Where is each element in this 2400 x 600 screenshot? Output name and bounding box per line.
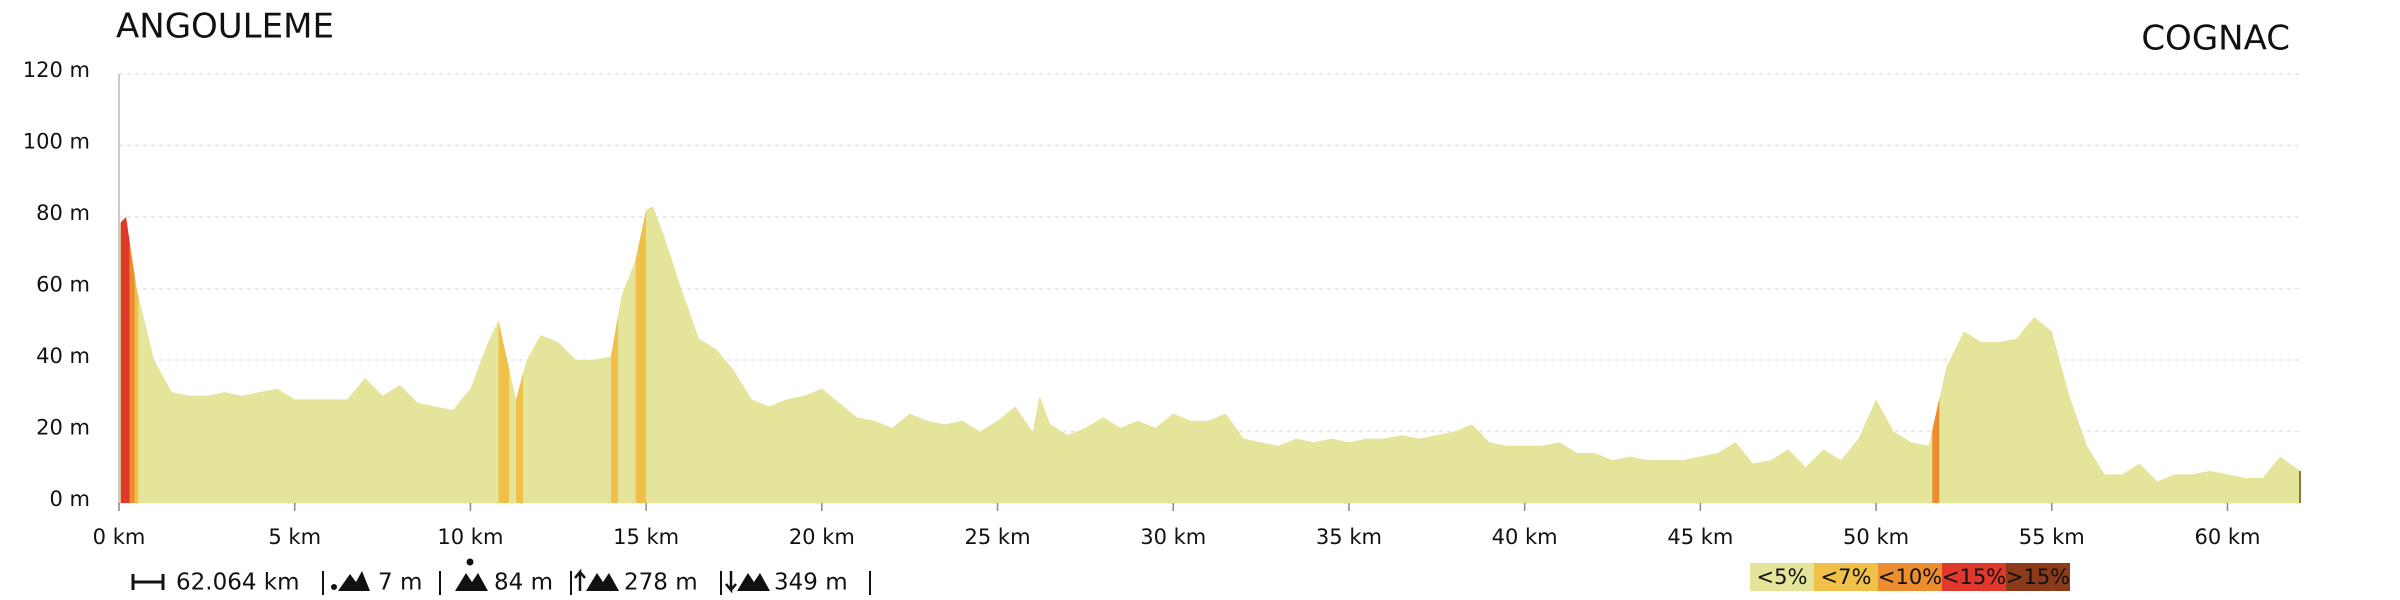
legend-swatch [1878, 563, 1942, 591]
x-tick-label: 40 km [1492, 525, 1558, 549]
x-tick-label: 60 km [2194, 525, 2260, 549]
y-tick-label: 120 m [23, 58, 90, 82]
min-icon [331, 571, 370, 591]
stat-value: 84 m [494, 570, 553, 596]
legend-swatch [1750, 563, 1814, 591]
slope-segment [134, 206, 139, 503]
x-tick-label: 55 km [2019, 525, 2085, 549]
stat-value: 349 m [774, 570, 848, 596]
legend-swatch [1814, 563, 1878, 591]
stat-value: 7 m [378, 570, 422, 596]
legend-label: <7% [1821, 565, 1872, 589]
x-tick-label: 20 km [789, 525, 855, 549]
y-tick-label: 80 m [36, 201, 90, 225]
ascent-icon [574, 568, 619, 591]
distance-icon [131, 574, 165, 590]
legend-swatch [1942, 563, 2006, 591]
slope-segment [610, 206, 619, 503]
start-label: ANGOULEME [116, 7, 334, 47]
x-tick-label: 35 km [1316, 525, 1382, 549]
descent-icon [725, 571, 770, 594]
x-tick-label: 50 km [1843, 525, 1909, 549]
y-tick-label: 60 m [36, 273, 90, 297]
legend-label: <15% [1942, 565, 2006, 589]
x-tick-label: 5 km [268, 525, 321, 549]
max-icon [455, 558, 488, 591]
legend-label: >15% [2006, 565, 2070, 589]
slope-segment [635, 206, 647, 503]
x-tick-label: 30 km [1140, 525, 1206, 549]
x-tick-label: 0 km [93, 525, 146, 549]
legend: <5% <7% <10% <15% >15% [1750, 563, 2070, 591]
x-tick-label: 15 km [613, 525, 679, 549]
y-tick-label: 20 m [36, 416, 90, 440]
end-label: COGNAC [2141, 19, 2290, 59]
axes: 0 m 20 m 40 m 60 m 80 m 100 m 120 m 0 km 5 km 10 … [23, 58, 2261, 549]
y-tick-label: 0 m [50, 487, 91, 511]
x-tick-label: 10 km [437, 525, 503, 549]
legend-label: <10% [1878, 565, 1942, 589]
stat-value: 278 m [624, 570, 698, 596]
x-tick-label: 45 km [1667, 525, 1733, 549]
slope-segment [120, 206, 130, 503]
stat-value: 62.064 km [176, 570, 300, 596]
legend-swatch [2006, 563, 2070, 591]
legend-label: <5% [1757, 565, 1808, 589]
x-tick-label: 25 km [965, 525, 1031, 549]
slope-segment [498, 206, 510, 503]
elevation-area [119, 206, 2300, 503]
stats: 62.064 km 7 m 84 m 278 m 349 m [131, 558, 871, 596]
y-tick-label: 100 m [23, 130, 90, 154]
y-tick-label: 40 m [36, 344, 90, 368]
slope-segment [129, 206, 135, 503]
